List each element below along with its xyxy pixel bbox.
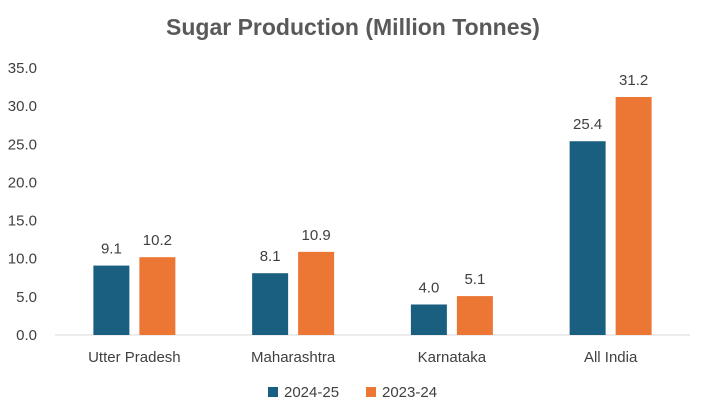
legend-label-2023-24: 2023-24	[382, 384, 437, 401]
y-tick-label: 20.0	[8, 174, 37, 191]
x-axis: Utter Pradesh Maharashtra Karnataka All Ind…	[88, 349, 638, 366]
data-label: 5.1	[464, 271, 485, 288]
x-tick-label: Maharashtra	[251, 349, 336, 366]
data-label: 9.1	[101, 241, 122, 258]
x-tick-label: Utter Pradesh	[88, 349, 181, 366]
y-tick-label: 0.0	[16, 327, 37, 344]
legend-swatch-2024-25	[268, 387, 278, 397]
bar-2023-24-utter-pradesh	[139, 257, 176, 335]
bar-2024-25-karnataka	[410, 304, 447, 335]
legend: 2024-25 2023-24	[268, 384, 437, 401]
data-label: 31.2	[619, 72, 648, 89]
legend-label-2024-25: 2024-25	[284, 384, 339, 401]
y-tick-label: 25.0	[8, 136, 37, 153]
y-tick-label: 5.0	[16, 289, 37, 306]
data-labels: 9.1 10.2 8.1 10.9 4.0 5.1 25.4 31.2	[101, 72, 648, 296]
data-label: 10.9	[302, 227, 331, 244]
legend-swatch-2023-24	[366, 387, 376, 397]
data-label: 8.1	[260, 248, 281, 265]
y-tick-label: 10.0	[8, 251, 37, 268]
bar-2023-24-karnataka	[456, 296, 493, 335]
y-axis: 0.0 5.0 10.0 15.0 20.0 25.0 30.0 35.0	[8, 60, 37, 344]
x-tick-label: All India	[584, 349, 638, 366]
bar-2023-24-all-india	[615, 96, 652, 335]
bar-2024-25-all-india	[569, 141, 606, 335]
y-tick-label: 15.0	[8, 213, 37, 230]
y-tick-label: 35.0	[8, 60, 37, 77]
bar-2024-25-utter-pradesh	[93, 265, 130, 335]
x-tick-label: Karnataka	[418, 349, 487, 366]
bar-2024-25-maharashtra	[252, 273, 289, 335]
data-label: 25.4	[573, 116, 602, 133]
data-label: 10.2	[143, 232, 172, 249]
data-label: 4.0	[418, 279, 439, 296]
y-tick-label: 30.0	[8, 98, 37, 115]
chart-title: Sugar Production (Million Tonnes)	[166, 14, 540, 40]
bar-2023-24-maharashtra	[298, 251, 335, 335]
bars	[93, 96, 652, 335]
